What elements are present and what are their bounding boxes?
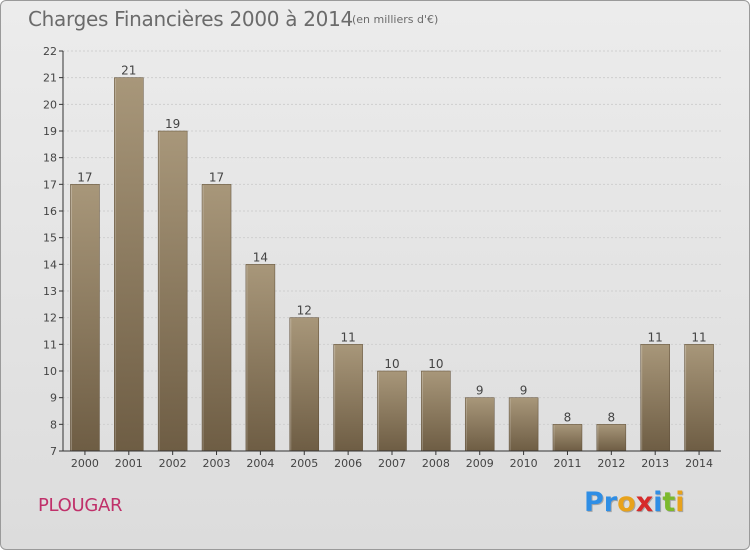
axes — [59, 50, 721, 455]
bar-value-label: 21 — [121, 64, 136, 78]
bar — [245, 264, 276, 452]
logo-letter: r — [603, 487, 618, 518]
bar-value-label: 14 — [253, 250, 268, 264]
x-tick-label: 2009 — [466, 457, 494, 470]
bar — [552, 424, 583, 452]
logo-letter: i — [675, 487, 685, 518]
y-tick-label: 12 — [43, 312, 57, 325]
bar — [464, 397, 495, 452]
logo-letter: x — [635, 487, 654, 518]
bar-value-label: 9 — [520, 384, 528, 398]
y-tick-label: 21 — [43, 72, 57, 85]
bar — [640, 344, 670, 452]
bar — [684, 344, 714, 452]
bar — [201, 184, 232, 452]
x-tick-label: 2012 — [597, 457, 625, 470]
labels: 7 8 9 10 11 12 13 14 15 16 17 18 19 20 21 22 17 2000 21 200… — [43, 45, 713, 470]
x-tick-label: 2000 — [71, 457, 99, 470]
logo-letter: i — [653, 487, 663, 518]
x-tick-label: 2006 — [334, 457, 362, 470]
x-tick-label: 2008 — [422, 457, 450, 470]
x-tick-label: 2001 — [115, 457, 143, 470]
chart-title: Charges Financières 2000 à 2014 — [28, 7, 353, 31]
y-tick-label: 11 — [43, 338, 57, 351]
bar — [596, 424, 627, 452]
x-tick-label: 2007 — [378, 457, 406, 470]
bar — [333, 344, 363, 452]
bar-value-label: 12 — [297, 304, 312, 318]
bar-value-label: 10 — [428, 357, 443, 371]
bar-value-label: 11 — [340, 330, 355, 344]
y-tick-label: 16 — [43, 205, 57, 218]
y-tick-label: 13 — [43, 285, 57, 298]
bar-value-label: 8 — [564, 410, 572, 424]
bar-value-label: 9 — [476, 384, 484, 398]
y-tick-label: 17 — [43, 178, 57, 191]
x-tick-label: 2003 — [203, 457, 231, 470]
bar — [157, 130, 188, 452]
y-tick-label: 10 — [43, 365, 57, 378]
bar — [508, 397, 539, 452]
bar-value-label: 10 — [384, 357, 399, 371]
proxiti-logo[interactable]: Proxiti — [584, 487, 685, 518]
x-tick-label: 2010 — [510, 457, 538, 470]
x-tick-label: 2005 — [290, 457, 318, 470]
y-tick-label: 14 — [43, 258, 57, 271]
bar — [289, 317, 320, 452]
y-tick-label: 9 — [50, 392, 57, 405]
chart-subtitle: (en milliers d'€) — [352, 13, 439, 26]
bar-value-label: 17 — [77, 170, 92, 184]
bar — [377, 370, 407, 452]
bar-value-label: 11 — [648, 330, 663, 344]
bar — [421, 370, 451, 452]
commune-name: PLOUGAR — [38, 495, 123, 516]
x-tick-label: 2002 — [159, 457, 187, 470]
bar — [114, 77, 144, 452]
y-tick-label: 18 — [43, 152, 57, 165]
y-tick-label: 19 — [43, 125, 57, 138]
x-tick-label: 2013 — [641, 457, 669, 470]
bars — [70, 77, 714, 452]
bar-value-label: 17 — [209, 170, 224, 184]
y-tick-label: 20 — [43, 98, 57, 111]
bar-value-label: 11 — [691, 330, 706, 344]
y-tick-label: 8 — [50, 418, 57, 431]
bar — [70, 184, 100, 452]
y-tick-label: 7 — [50, 445, 57, 458]
bar-value-label: 8 — [608, 410, 616, 424]
x-tick-label: 2014 — [685, 457, 713, 470]
x-tick-label: 2004 — [246, 457, 274, 470]
logo-letter: P — [584, 487, 604, 518]
y-tick-label: 22 — [43, 45, 57, 58]
logo-letter: t — [662, 487, 676, 518]
y-tick-label: 15 — [43, 232, 57, 245]
x-tick-label: 2011 — [553, 457, 581, 470]
bar-value-label: 19 — [165, 117, 180, 131]
logo-letter: o — [617, 487, 636, 518]
